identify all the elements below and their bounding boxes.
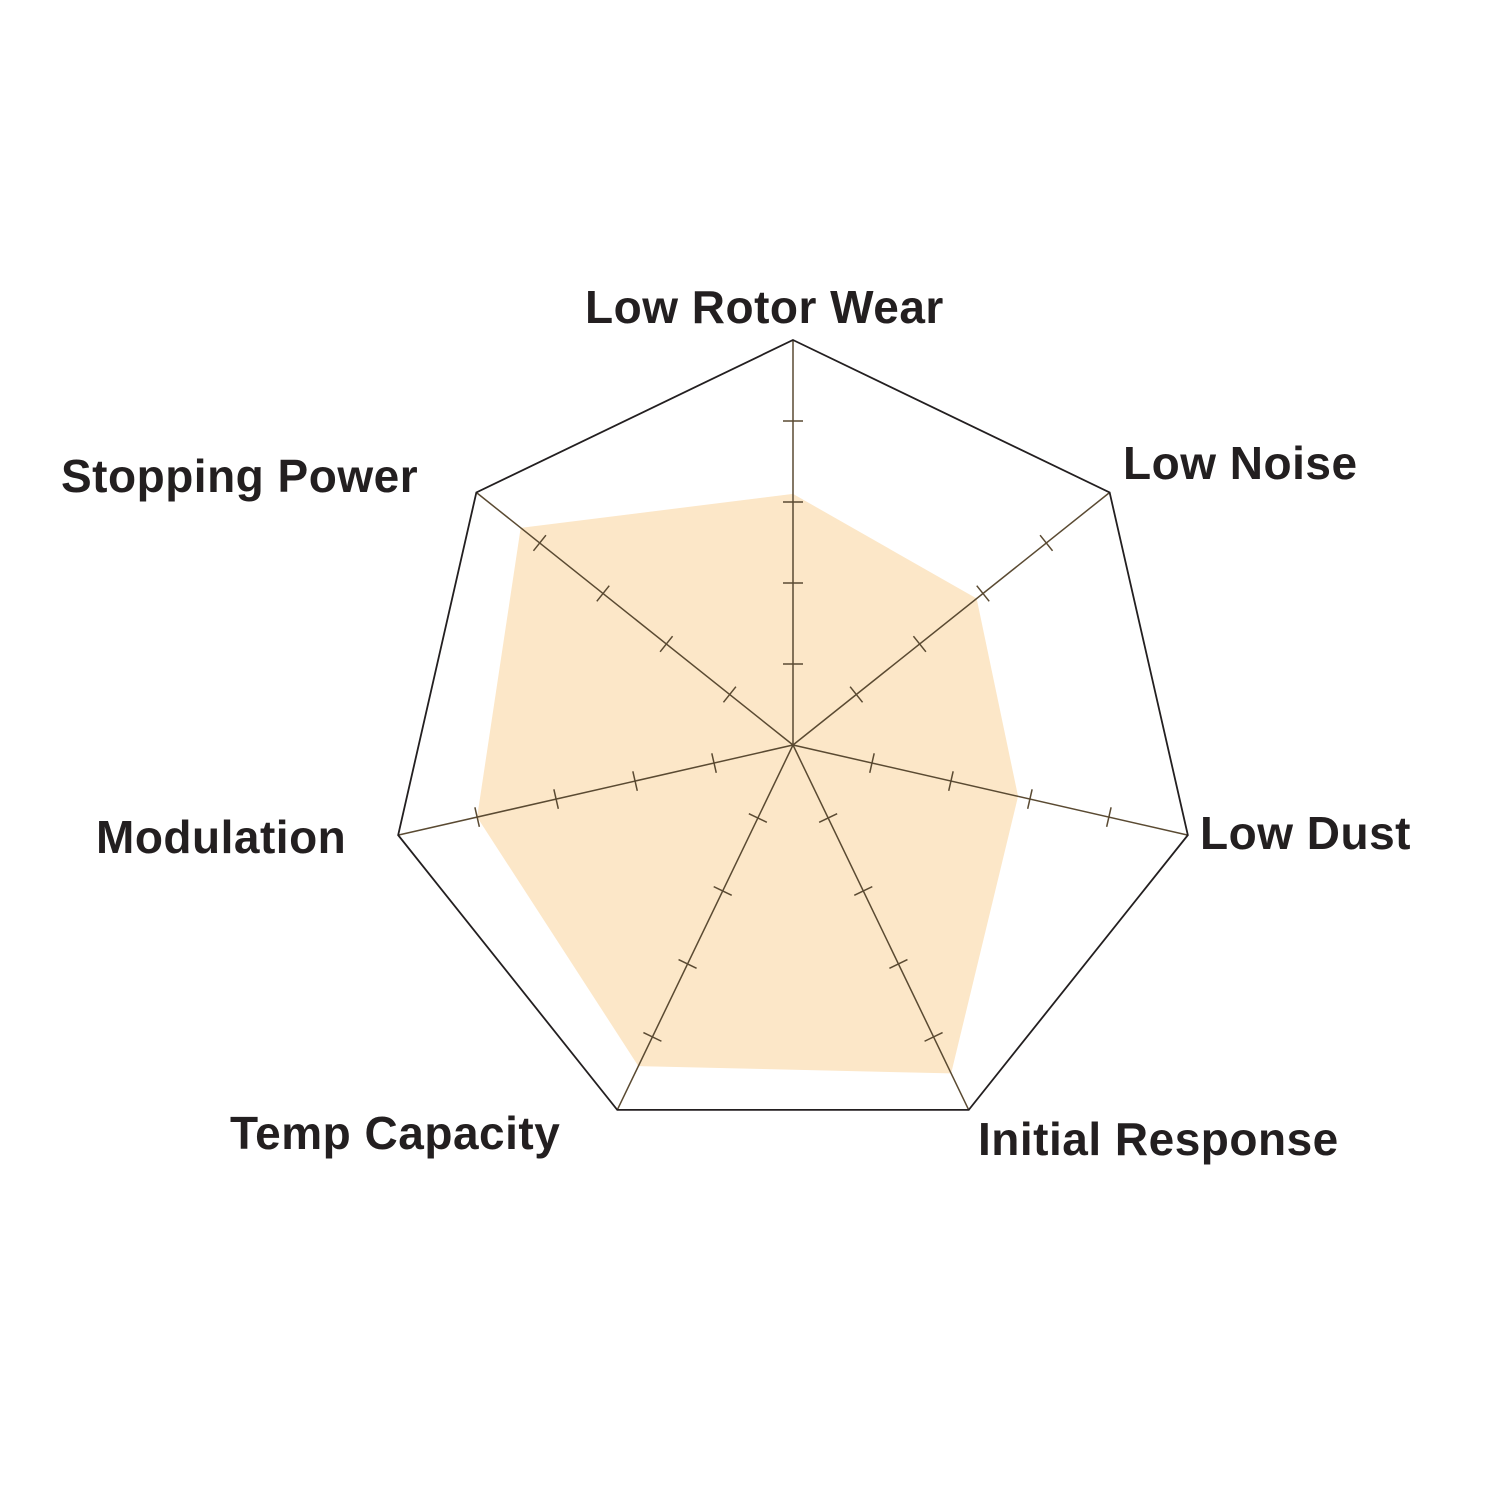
axis-tick — [1026, 789, 1033, 809]
axis-tick — [976, 585, 990, 602]
axis-label-temp-capacity: Temp Capacity — [230, 1107, 561, 1159]
data-area — [477, 493, 1019, 1074]
axis-tick — [924, 1031, 943, 1042]
axis-spoke — [792, 744, 1189, 836]
axis-tick — [678, 958, 697, 969]
axis-label-low-dust: Low Dust — [1200, 807, 1411, 859]
axis-tick — [632, 771, 639, 791]
axis-tick — [711, 753, 717, 773]
axis-label-low-rotor-wear: Low Rotor Wear — [585, 281, 944, 333]
axis-spoke — [616, 744, 794, 1111]
axis-tick — [1105, 807, 1112, 828]
axis-spoke — [397, 744, 794, 836]
axis-tick — [713, 885, 733, 896]
axis-tick — [1039, 534, 1054, 552]
axis-label-initial-response: Initial Response — [978, 1113, 1339, 1165]
outer-grid — [397, 339, 1189, 1111]
axis-spoke — [475, 491, 794, 746]
axis-tick — [853, 885, 873, 896]
axis-tick — [947, 771, 954, 791]
axis-tick — [643, 1031, 662, 1042]
axis-tick — [596, 585, 610, 602]
axis-spoke — [792, 744, 970, 1111]
axis-tick — [748, 812, 768, 823]
axis-tick — [659, 635, 674, 653]
axis-spoke — [792, 491, 1111, 746]
axis-tick — [869, 753, 875, 773]
axis-tick — [532, 534, 547, 552]
axis-tick — [553, 789, 560, 809]
axis-tick — [474, 807, 481, 828]
axis-label-modulation: Modulation — [96, 811, 347, 863]
axis-label-stopping-power: Stopping Power — [61, 450, 419, 502]
axis-tick — [889, 958, 908, 969]
axis-label-low-noise: Low Noise — [1123, 437, 1358, 489]
axis-tick — [912, 635, 927, 653]
axis-tick — [722, 686, 737, 703]
axis-tick — [849, 686, 864, 703]
axis-tick — [818, 812, 838, 823]
